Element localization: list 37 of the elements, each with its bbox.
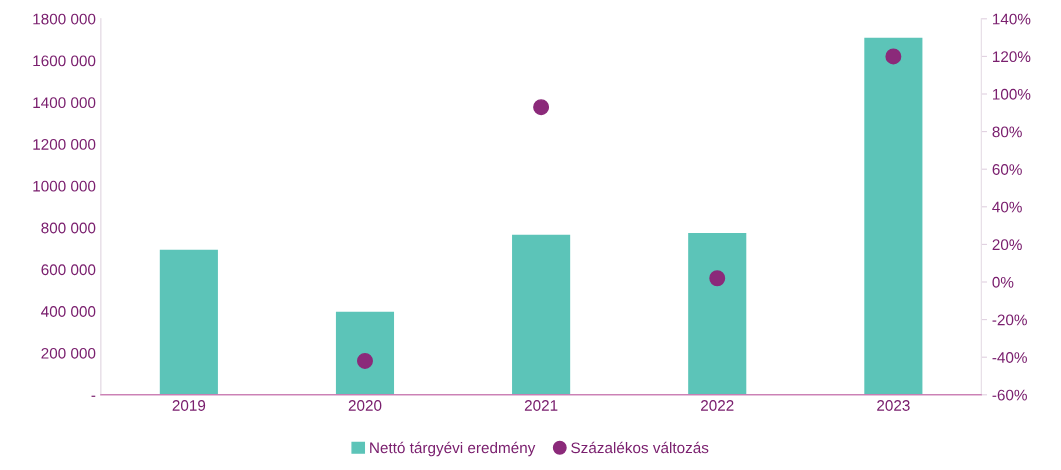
x-tick-label: 2022	[701, 400, 734, 411]
point	[533, 99, 550, 116]
point	[357, 352, 373, 369]
y-tick-label: 400 000	[41, 306, 96, 317]
y2-tick-label: 20%	[992, 239, 1022, 251]
bar	[512, 234, 571, 395]
x-tick-label: 2021	[524, 400, 558, 411]
bar	[335, 311, 395, 395]
x-tick-label: 2023	[877, 400, 910, 411]
y2-tick-label: 40%	[992, 201, 1022, 213]
point	[885, 48, 902, 65]
y2-tick-label: -60%	[992, 389, 1027, 401]
y-tick-label: 800 000	[41, 222, 96, 234]
y2-tick-label: 60%	[992, 164, 1022, 175]
y2-tick-label: 80%	[992, 126, 1022, 138]
legend-label: Nettó tárgyévi eredmény	[370, 441, 536, 457]
bar	[688, 232, 747, 395]
legend-label: Százalékos változás	[571, 441, 709, 454]
x-tick-label: 2020	[348, 400, 382, 411]
bar	[864, 37, 923, 395]
x-tick-label: 2019	[172, 400, 206, 411]
y-tick-label: 1600 000	[33, 55, 96, 67]
y-tick-label: 1800 000	[33, 13, 96, 25]
y-tick-label: 1400 000	[33, 97, 96, 109]
y2-tick-label: -20%	[992, 314, 1027, 326]
point	[709, 270, 726, 287]
y-tick-label: 600 000	[41, 264, 96, 276]
y-tick-label: 200 000	[41, 347, 96, 359]
y-tick-label: -	[91, 395, 96, 397]
y-tick-label: 1000 000	[33, 180, 96, 192]
y2-tick-label: -40%	[992, 352, 1027, 363]
y2-tick-label: 100%	[993, 88, 1031, 100]
y-tick-label: 1200 000	[33, 139, 96, 150]
y2-tick-label: 140%	[993, 13, 1031, 25]
y2-tick-label: 120%	[993, 51, 1031, 63]
bar	[159, 249, 218, 395]
y2-tick-label: 0%	[992, 276, 1014, 288]
